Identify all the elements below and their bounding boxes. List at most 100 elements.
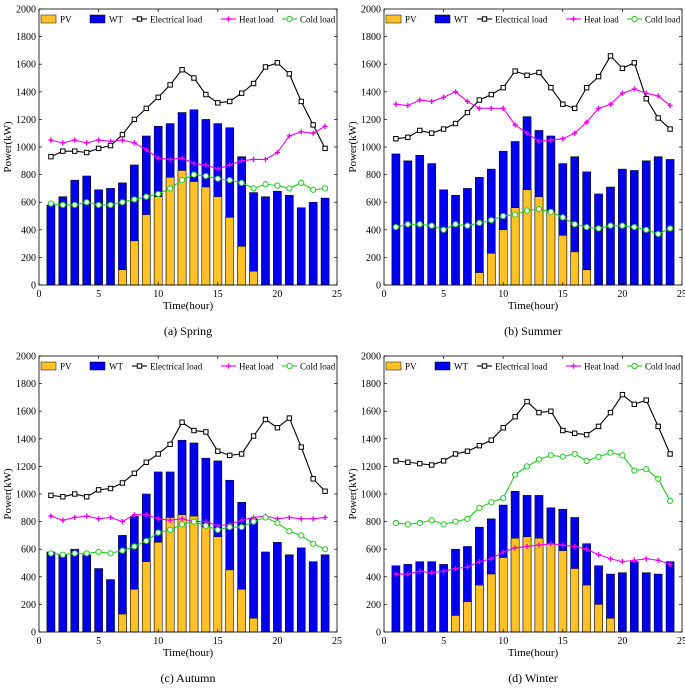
cold-load-point (286, 185, 293, 192)
cold-load-series (47, 171, 329, 209)
x-tick-label: 10 (153, 289, 163, 300)
electrical-load-point (583, 431, 590, 438)
wt-bar (594, 193, 603, 286)
electrical-load-point (238, 451, 245, 457)
cold-load-series (47, 514, 329, 558)
y-tick-label: 1000 (16, 490, 36, 501)
cold-load-point (274, 182, 281, 189)
heat-load-point (72, 137, 78, 143)
cold-load-point (131, 196, 138, 203)
x-axis-label: Time(hour) (508, 647, 559, 659)
legend: PV WT Electrical load Heat load Cold load (40, 362, 336, 372)
wt-bar (463, 188, 472, 286)
wt-bar (391, 153, 401, 286)
electrical-load-point (310, 122, 316, 128)
legend-label: Heat load (239, 15, 274, 25)
wt-bar (70, 179, 80, 286)
legend-marker (481, 16, 488, 22)
cold-load-point (464, 515, 471, 522)
heat-load-point (464, 564, 471, 570)
wt-bar (285, 554, 294, 633)
electrical-load-series (48, 415, 328, 500)
x-tick-label: 20 (272, 289, 282, 300)
electrical-load-point (607, 409, 614, 416)
wt-bar (641, 160, 651, 286)
y-tick-label: 0 (376, 281, 381, 292)
heat-load-point (452, 565, 459, 572)
pv-bar (594, 604, 603, 633)
heat-load-series (393, 541, 673, 577)
heat-load-point (536, 138, 542, 145)
pv-bar (141, 561, 151, 633)
electrical-load-point (274, 60, 281, 66)
y-tick-label: 1800 (361, 379, 381, 390)
heat-load-point (310, 130, 316, 136)
electrical-load-point (476, 443, 483, 449)
heat-load-point (631, 557, 637, 563)
heat-load-point (584, 119, 590, 125)
cold-load-point (428, 222, 435, 229)
heat-load-point (405, 103, 411, 109)
heat-load-point (239, 517, 245, 523)
cold-load-point (155, 529, 162, 536)
cold-load-point (631, 467, 638, 474)
electrical-load-point (524, 72, 530, 78)
cold-load-point (392, 519, 400, 527)
heat-load-point (524, 543, 530, 550)
y-tick-label: 600 (366, 545, 381, 556)
y-axis-label: Power(kW) (2, 121, 14, 173)
wt-bar (58, 196, 68, 286)
chart-panel-3: 0 5 10 15 20 25 0 200 400 600 800 1000 1200 1400 1600 1… (2, 352, 342, 686)
legend-label: Electrical load (495, 15, 548, 25)
cold-load-point (583, 457, 590, 464)
pv-bar (237, 246, 246, 286)
electrical-load-point (560, 101, 566, 107)
x-tick-label: 0 (37, 636, 42, 647)
y-tick-label: 1000 (361, 143, 381, 154)
x-tick-label: 15 (213, 636, 223, 647)
electrical-load-point (191, 75, 197, 81)
cold-load-point (523, 463, 531, 470)
electrical-load-point (72, 148, 78, 154)
y-tick-label: 1800 (16, 379, 36, 390)
y-tick-label: 400 (366, 572, 381, 583)
chart-panel-2: 0 5 10 15 20 25 0 200 400 600 800 1000 1200 1400 1600 1… (347, 5, 685, 339)
wt-bar (46, 551, 56, 633)
cold-load-point (631, 223, 638, 231)
cold-load-point (488, 499, 495, 506)
wt-bar (285, 195, 294, 286)
y-tick-label: 2000 (16, 352, 36, 363)
wt-bar (296, 547, 306, 633)
legend-marker (570, 363, 577, 369)
x-tick-label: 0 (382, 636, 387, 647)
heat-load-point (548, 137, 554, 143)
electrical-load-point (155, 94, 161, 101)
cold-load-point (476, 504, 483, 511)
legend-swatch (385, 361, 402, 371)
pv-bar (130, 588, 139, 633)
pv-bar (189, 181, 199, 286)
x-tick-label: 25 (677, 289, 685, 300)
pv-bar (118, 269, 127, 286)
electrical-load-point (560, 427, 566, 434)
pv-bar (118, 613, 127, 633)
y-tick-label: 200 (366, 600, 381, 611)
wt-bar (94, 568, 103, 633)
heat-load-point (500, 105, 506, 111)
heat-load-point (155, 516, 161, 522)
y-axis-label: Power(kW) (347, 468, 359, 520)
heat-load-point (167, 517, 173, 523)
electrical-load-point (417, 127, 423, 134)
electrical-load-point (119, 480, 126, 486)
panel-caption: (a) Spring (164, 324, 212, 338)
electrical-load-point (500, 84, 506, 91)
electrical-load-point (179, 419, 185, 425)
y-tick-label: 1400 (16, 87, 36, 98)
pv-bar (498, 557, 508, 633)
pv-bar (213, 196, 223, 286)
cold-load-point (214, 175, 221, 182)
cold-load-point (666, 225, 674, 232)
ticks: 0 5 10 15 20 25 0 200 400 600 800 1000 1200 1400 1600 1… (361, 5, 685, 301)
heat-load-point (239, 158, 245, 164)
heat-load-point (393, 571, 399, 577)
